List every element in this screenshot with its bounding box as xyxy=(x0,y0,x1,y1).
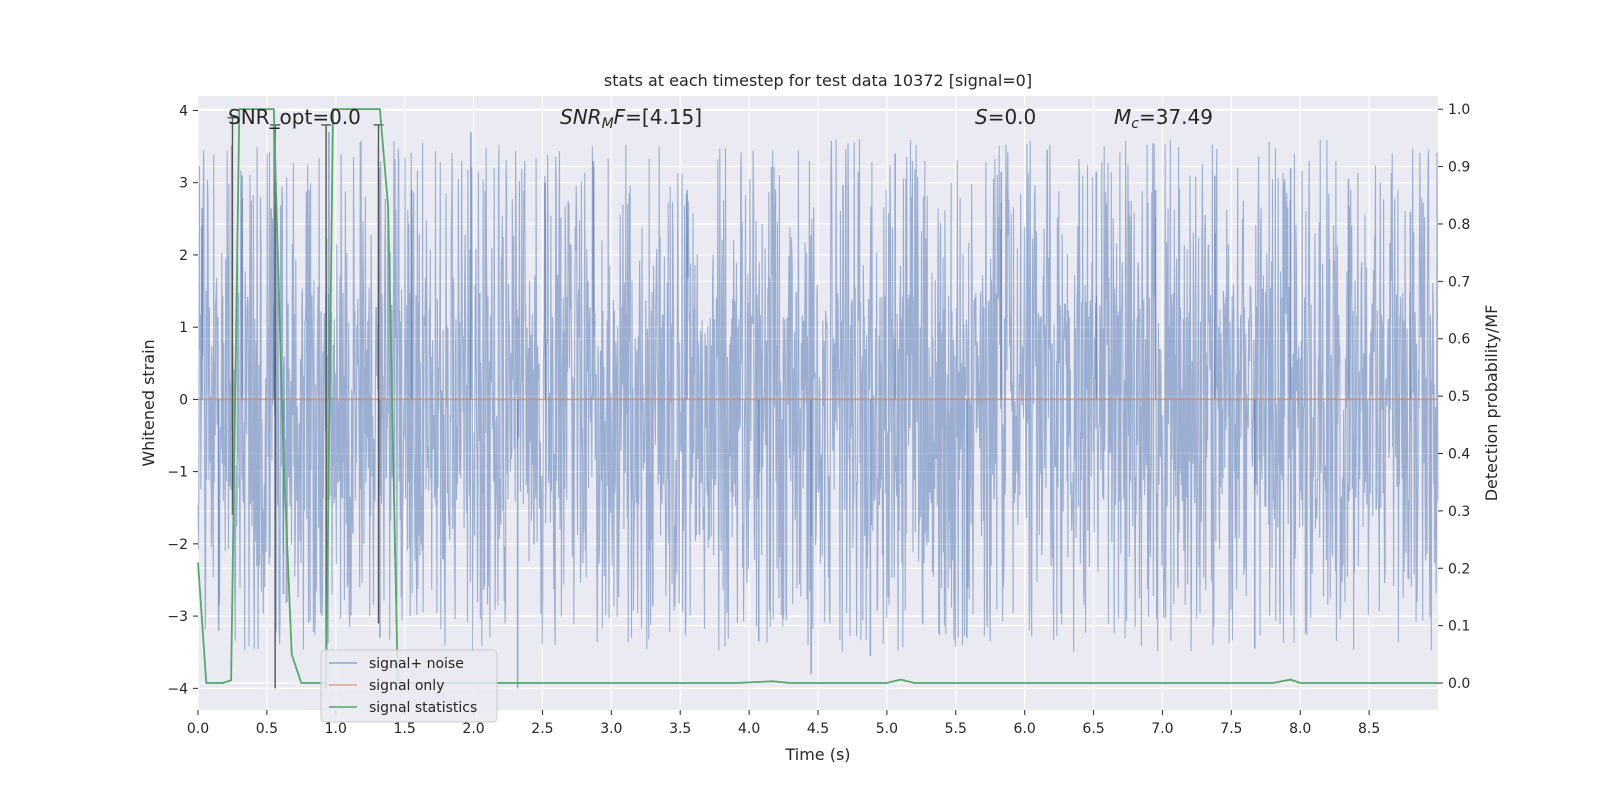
x-tick-label: 7.5 xyxy=(1220,721,1242,737)
annotation-snr-mf-rest: =[4.15] xyxy=(625,105,702,129)
y-right-tick-label: 0.2 xyxy=(1448,561,1470,577)
x-tick-label: 4.5 xyxy=(807,721,829,737)
annotation-snr-opt: SNR_opt=0.0 xyxy=(228,105,361,129)
x-tick-label: 4.0 xyxy=(738,721,760,737)
y-right-tick-label: 0.9 xyxy=(1448,160,1470,176)
x-tick-label: 3.5 xyxy=(669,721,691,737)
annotation-snr-mf-base: SNR xyxy=(560,105,602,129)
x-tick-label: 7.0 xyxy=(1151,721,1173,737)
noise-series xyxy=(197,124,1439,689)
y-right-tick-label: 0.8 xyxy=(1448,217,1470,233)
y-axis-left-label: Whitened strain xyxy=(139,339,158,466)
annotation-mc-value: =37.49 xyxy=(1139,105,1213,129)
x-tick-label: 8.0 xyxy=(1289,721,1311,737)
annotation-s: S=0.0 xyxy=(975,105,1036,129)
x-tick-label: 8.5 xyxy=(1358,721,1380,737)
annotation-mc: Mc=37.49 xyxy=(1114,105,1213,132)
y-right-tick-label: 0.4 xyxy=(1448,446,1470,462)
y-left-tick-label: 4 xyxy=(179,103,188,119)
legend-label-signal-only: signal only xyxy=(369,678,444,694)
x-tick-label: 6.0 xyxy=(1014,721,1036,737)
y-left-tick-label: −3 xyxy=(167,609,188,625)
y-axis-right-label: Detection probability/MF xyxy=(1482,305,1501,502)
annotation-snr-mf: SNRMF=[4.15] xyxy=(560,105,702,132)
y-right-tick-label: 0.6 xyxy=(1448,332,1470,348)
legend-label-signal-statistics: signal statistics xyxy=(369,700,477,716)
annotation-s-value: =0.0 xyxy=(988,105,1037,129)
x-tick-label: 3.0 xyxy=(600,721,622,737)
y-right-tick-label: 0.3 xyxy=(1448,504,1470,520)
annotation-snr-mf-rest-f: F xyxy=(614,105,626,129)
annotation-mc-base: M xyxy=(1114,105,1131,129)
x-tick-label: 5.5 xyxy=(945,721,967,737)
x-tick-label: 5.0 xyxy=(876,721,898,737)
vertical-markers xyxy=(227,116,384,689)
x-axis-label: Time (s) xyxy=(784,745,850,764)
legend: signal+ noise signal only signal statist… xyxy=(320,649,498,723)
x-tick-label: 6.5 xyxy=(1082,721,1104,737)
x-tick-label: 2.0 xyxy=(462,721,484,737)
y-left-tick-label: 1 xyxy=(179,320,188,336)
y-right-tick-label: 0.5 xyxy=(1448,389,1470,405)
signal-statistics-series xyxy=(197,108,1438,684)
y-left-tick-label: −2 xyxy=(167,537,188,553)
y-left-tick-label: 0 xyxy=(179,392,188,408)
y-left-tick-label: −1 xyxy=(167,465,188,481)
annotation-mc-sub: c xyxy=(1131,116,1139,132)
legend-label-signal-noise: signal+ noise xyxy=(369,656,464,672)
y-right-tick-label: 0.1 xyxy=(1448,619,1470,635)
y-right-tick-label: 0.0 xyxy=(1448,676,1470,692)
x-tick-label: 1.0 xyxy=(325,721,347,737)
y-right-tick-label: 0.7 xyxy=(1448,274,1470,290)
y-left-tick-label: −4 xyxy=(167,681,188,697)
annotation-snr-mf-sub: M xyxy=(602,116,614,132)
x-tick-label: 0.0 xyxy=(187,721,209,737)
x-tick-label: 1.5 xyxy=(394,721,416,737)
y-left-tick-label: 3 xyxy=(179,176,188,192)
chart-title: stats at each timestep for test data 103… xyxy=(604,71,1032,90)
noise-trace xyxy=(197,139,1439,652)
ticks: 0.0 0.5 1.0 1.5 2.0 2.5 3.0 3.5 4.0 4.5 5.0 5.5 6.0 6… xyxy=(167,102,1470,737)
y-right-tick-label: 1.0 xyxy=(1448,102,1470,118)
legend-box xyxy=(320,649,498,723)
annotation-s-label: S xyxy=(975,105,988,129)
y-left-tick-label: 2 xyxy=(179,248,188,264)
x-tick-label: 0.5 xyxy=(256,721,278,737)
x-tick-label: 2.5 xyxy=(531,721,553,737)
signal-statistics-line xyxy=(197,108,1438,684)
